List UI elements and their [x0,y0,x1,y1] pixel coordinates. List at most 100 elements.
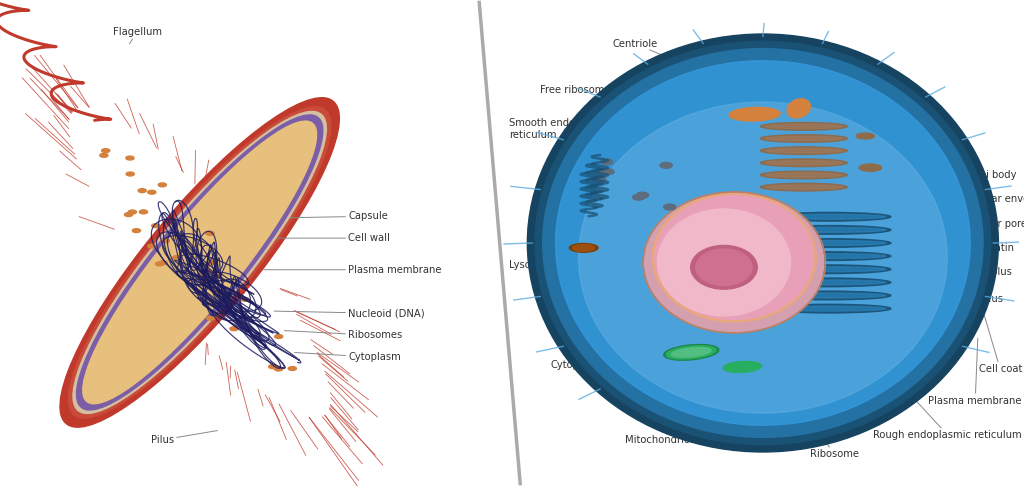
Ellipse shape [773,254,886,259]
Text: Free ribosome: Free ribosome [540,85,634,99]
Text: Lysosome: Lysosome [509,256,573,270]
Ellipse shape [535,41,991,445]
Ellipse shape [768,239,891,247]
Ellipse shape [768,226,891,234]
Text: Pilus: Pilus [151,431,217,445]
Ellipse shape [69,107,331,418]
Circle shape [126,172,134,176]
Text: Cell coat: Cell coat [979,313,1022,374]
Ellipse shape [543,49,983,437]
Ellipse shape [768,278,891,287]
Ellipse shape [729,107,780,121]
Circle shape [159,183,167,187]
Ellipse shape [664,345,719,360]
Ellipse shape [645,193,823,331]
Ellipse shape [768,265,891,274]
Ellipse shape [77,115,323,410]
Circle shape [161,239,169,243]
Ellipse shape [773,227,886,232]
Ellipse shape [657,209,791,316]
Text: Nucleolus: Nucleolus [902,251,1012,277]
Circle shape [152,224,160,227]
Ellipse shape [73,111,327,414]
Ellipse shape [690,245,757,289]
Circle shape [206,231,214,235]
Circle shape [597,168,609,174]
Ellipse shape [768,212,891,221]
Circle shape [207,260,215,264]
Circle shape [139,210,147,214]
Circle shape [128,210,136,214]
Circle shape [664,204,676,210]
Ellipse shape [773,214,886,219]
Circle shape [125,213,133,217]
Text: Cytoplasm: Cytoplasm [551,358,606,369]
Circle shape [198,273,206,277]
Text: Nuclear pore: Nuclear pore [882,219,1024,228]
Text: Nucleus: Nucleus [911,264,1002,304]
Text: Centriole: Centriole [612,39,673,60]
Ellipse shape [572,244,595,251]
Circle shape [594,176,606,182]
Circle shape [229,327,238,330]
Ellipse shape [723,362,762,372]
Ellipse shape [773,267,886,272]
Ellipse shape [527,34,998,452]
Circle shape [268,364,276,368]
Ellipse shape [667,346,716,359]
Text: Cell wall: Cell wall [249,233,390,243]
Text: Ribosome: Ribosome [806,413,859,459]
Ellipse shape [760,183,848,191]
Circle shape [147,244,156,248]
Text: Mitochondrion: Mitochondrion [625,363,696,445]
Ellipse shape [555,61,971,425]
Circle shape [126,156,134,160]
Text: Cytoplasm: Cytoplasm [295,352,401,362]
Ellipse shape [766,149,842,153]
Text: Smooth endoplasmic
reticulum: Smooth endoplasmic reticulum [509,118,613,139]
Ellipse shape [672,347,711,357]
Text: Chromatin: Chromatin [892,236,1015,253]
Text: Nucleoid (DNA): Nucleoid (DNA) [274,309,425,318]
Circle shape [159,261,167,265]
Ellipse shape [768,252,891,260]
Text: Golgi body: Golgi body [861,170,1016,187]
Ellipse shape [569,243,598,252]
Ellipse shape [696,249,752,286]
Circle shape [172,256,180,260]
Circle shape [636,192,648,198]
Ellipse shape [766,173,842,177]
Text: Plasma membrane: Plasma membrane [929,338,1022,406]
Text: Nuclear envelope: Nuclear envelope [871,194,1024,207]
Circle shape [138,189,146,192]
Circle shape [132,229,140,233]
Text: Flagellum: Flagellum [113,27,162,44]
Circle shape [602,169,614,174]
Ellipse shape [579,102,947,413]
Circle shape [207,316,215,320]
Ellipse shape [787,99,810,118]
Text: Rough endoplasmic reticulum: Rough endoplasmic reticulum [873,381,1022,440]
Circle shape [156,262,164,266]
Circle shape [203,269,211,273]
Ellipse shape [766,160,842,165]
Circle shape [202,263,210,267]
Circle shape [274,334,283,338]
Ellipse shape [859,164,882,171]
Ellipse shape [760,135,848,142]
Ellipse shape [83,121,316,404]
Circle shape [241,297,249,301]
Circle shape [274,367,283,371]
Ellipse shape [60,98,339,427]
Ellipse shape [655,195,813,320]
Circle shape [600,159,612,165]
Ellipse shape [760,159,848,167]
Ellipse shape [773,280,886,285]
Ellipse shape [773,306,886,311]
Circle shape [288,366,296,370]
Circle shape [213,272,221,276]
Circle shape [633,194,645,200]
Ellipse shape [856,133,874,139]
Ellipse shape [768,291,891,300]
Circle shape [215,290,223,294]
